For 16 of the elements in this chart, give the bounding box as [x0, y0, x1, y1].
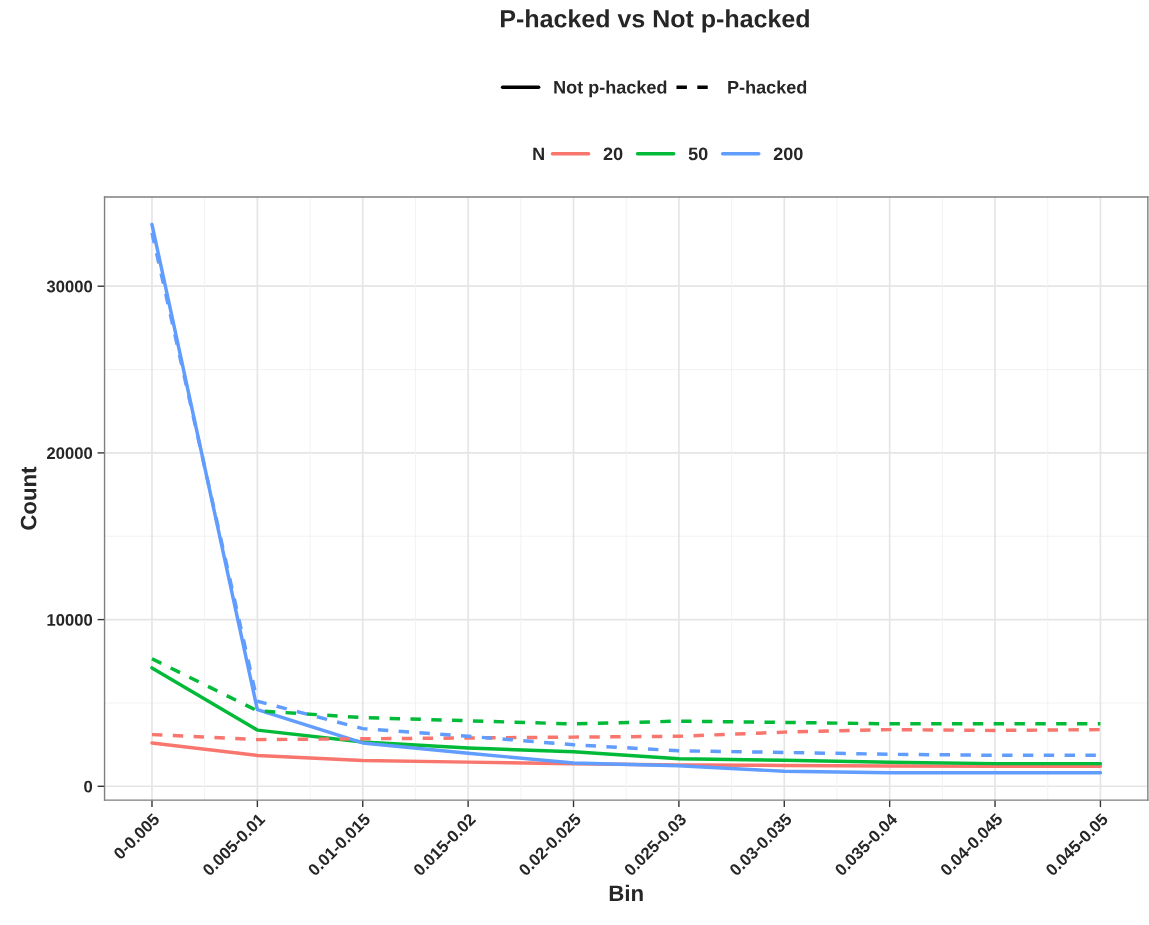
text: Not p-hacked [554, 80, 667, 98]
y-tick-label: 20000 [46, 447, 93, 460]
chart-title: P-hacked vs Not p-hacked [501, 9, 809, 33]
y-tick-label: 30000 [46, 280, 93, 293]
legend-label: 200 [773, 147, 803, 161]
y-tick-label: 0 [84, 780, 93, 793]
line-series [150, 657, 1103, 726]
line-series [150, 727, 1103, 742]
line-series [150, 666, 1103, 766]
legend-label: 50 [688, 147, 708, 161]
legend-label: 20 [603, 147, 623, 161]
y-tick-label: 10000 [47, 614, 93, 626]
y-axis-title: Count [20, 466, 37, 530]
x-axis-title: Bin [609, 884, 643, 901]
text: P-hacked [728, 80, 807, 94]
legend-title: N [533, 147, 544, 161]
